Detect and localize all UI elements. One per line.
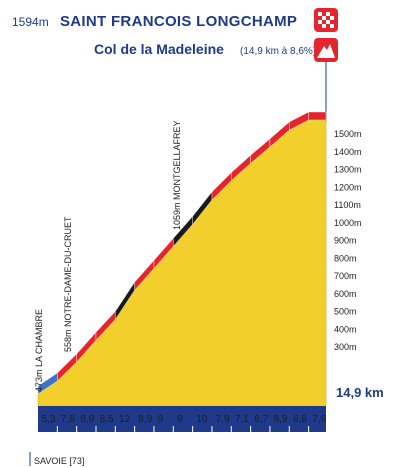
- km-band: [38, 406, 326, 432]
- segment-gradient: 12: [119, 414, 131, 425]
- segment-gradient: 6,8: [293, 414, 307, 425]
- km-marker: 13: [283, 435, 295, 447]
- km-marker: 11: [245, 435, 257, 447]
- segment-gradient: 5,3: [42, 414, 56, 425]
- altitude-tick-label: 1100m: [334, 200, 361, 210]
- altitude-tick-label: 1000m: [334, 218, 362, 228]
- region-label: SAVOIE [73]: [34, 456, 84, 466]
- altitude-tick-label: 1300m: [334, 165, 362, 175]
- km-marker: 3: [93, 435, 99, 447]
- total-distance: 14,9 km: [336, 385, 384, 400]
- km-marker: 6: [151, 435, 157, 447]
- km-marker: 9: [209, 435, 215, 447]
- segment-gradient: 10: [196, 414, 208, 425]
- km-marker: 1: [54, 435, 60, 447]
- km-marker: 5: [132, 435, 138, 447]
- km-markers: 1 2 3 4 5 6 7 8 9 10 11 12 13 14: [54, 426, 316, 447]
- segment-gradient: 6,9: [274, 414, 288, 425]
- place-montgellafrey: 1059m MONTGELLAFREY: [172, 120, 182, 230]
- segment-gradient: 7,9: [216, 414, 230, 425]
- km-marker: 7: [170, 435, 176, 447]
- gradient-labels: 5,3 7,8 8,9 8,5 12 8,9 9 9 10 7,9 7,1 6,7 6,9 6,8 7,6: [42, 414, 327, 425]
- profile-fill: [37, 119, 327, 407]
- segment-gradient: 9: [158, 414, 164, 425]
- altitude-tick-label: 1500m: [334, 129, 362, 139]
- segment-gradient: 6,7: [254, 414, 268, 425]
- altitude-tick-label: 300m: [334, 342, 357, 352]
- segment-gradient: 8,9: [80, 414, 94, 425]
- finish-flag-icon: [314, 8, 338, 32]
- place-la-chambre: 473m LA CHAMBRE: [34, 309, 44, 392]
- segment-gradient: 7,1: [235, 414, 249, 425]
- col-details: (14,9 km à 8,6%): [240, 46, 316, 57]
- place-labels: 473m LA CHAMBRE 558m NOTRE-DAME-DU-CRUET…: [34, 120, 182, 392]
- mountain-pass-icon: [314, 38, 338, 62]
- altitude-tick-label: 1200m: [334, 182, 362, 192]
- profile-area: [37, 111, 327, 432]
- km-marker: 14: [303, 435, 316, 447]
- place-notre-dame-du-cruet: 558m NOTRE-DAME-DU-CRUET: [63, 216, 73, 352]
- altitude-tick-label: 1400m: [334, 147, 362, 157]
- road-segment: [308, 111, 327, 121]
- km-marker: 10: [225, 435, 237, 447]
- km-marker: 4: [112, 435, 119, 447]
- km-marker: 12: [264, 435, 276, 447]
- segment-gradient: 7,6: [312, 414, 326, 425]
- altitude-tick-label: 700m: [334, 271, 357, 281]
- altitude-tick-label: 400m: [334, 324, 357, 334]
- altitude-axis: 300m 400m 500m 600m 700m 800m 900m 1000m 1100m 12…: [334, 129, 362, 352]
- segment-gradient: 8,9: [138, 414, 152, 425]
- summit-name: SAINT FRANCOIS LONGCHAMP: [60, 13, 297, 30]
- altitude-tick-label: 900m: [334, 236, 357, 246]
- km-marker: 8: [190, 435, 196, 447]
- altitude-tick-label: 800m: [334, 253, 357, 263]
- segment-gradient: 7,8: [61, 414, 75, 425]
- segment-gradient: 8,5: [100, 414, 114, 425]
- km-marker: 2: [74, 435, 80, 447]
- altitude-tick-label: 500m: [334, 307, 357, 317]
- segment-gradient: 9: [177, 414, 183, 425]
- summit-altitude: 1594m: [12, 15, 49, 29]
- altitude-tick-label: 600m: [334, 289, 357, 299]
- col-name: Col de la Madeleine: [94, 41, 224, 57]
